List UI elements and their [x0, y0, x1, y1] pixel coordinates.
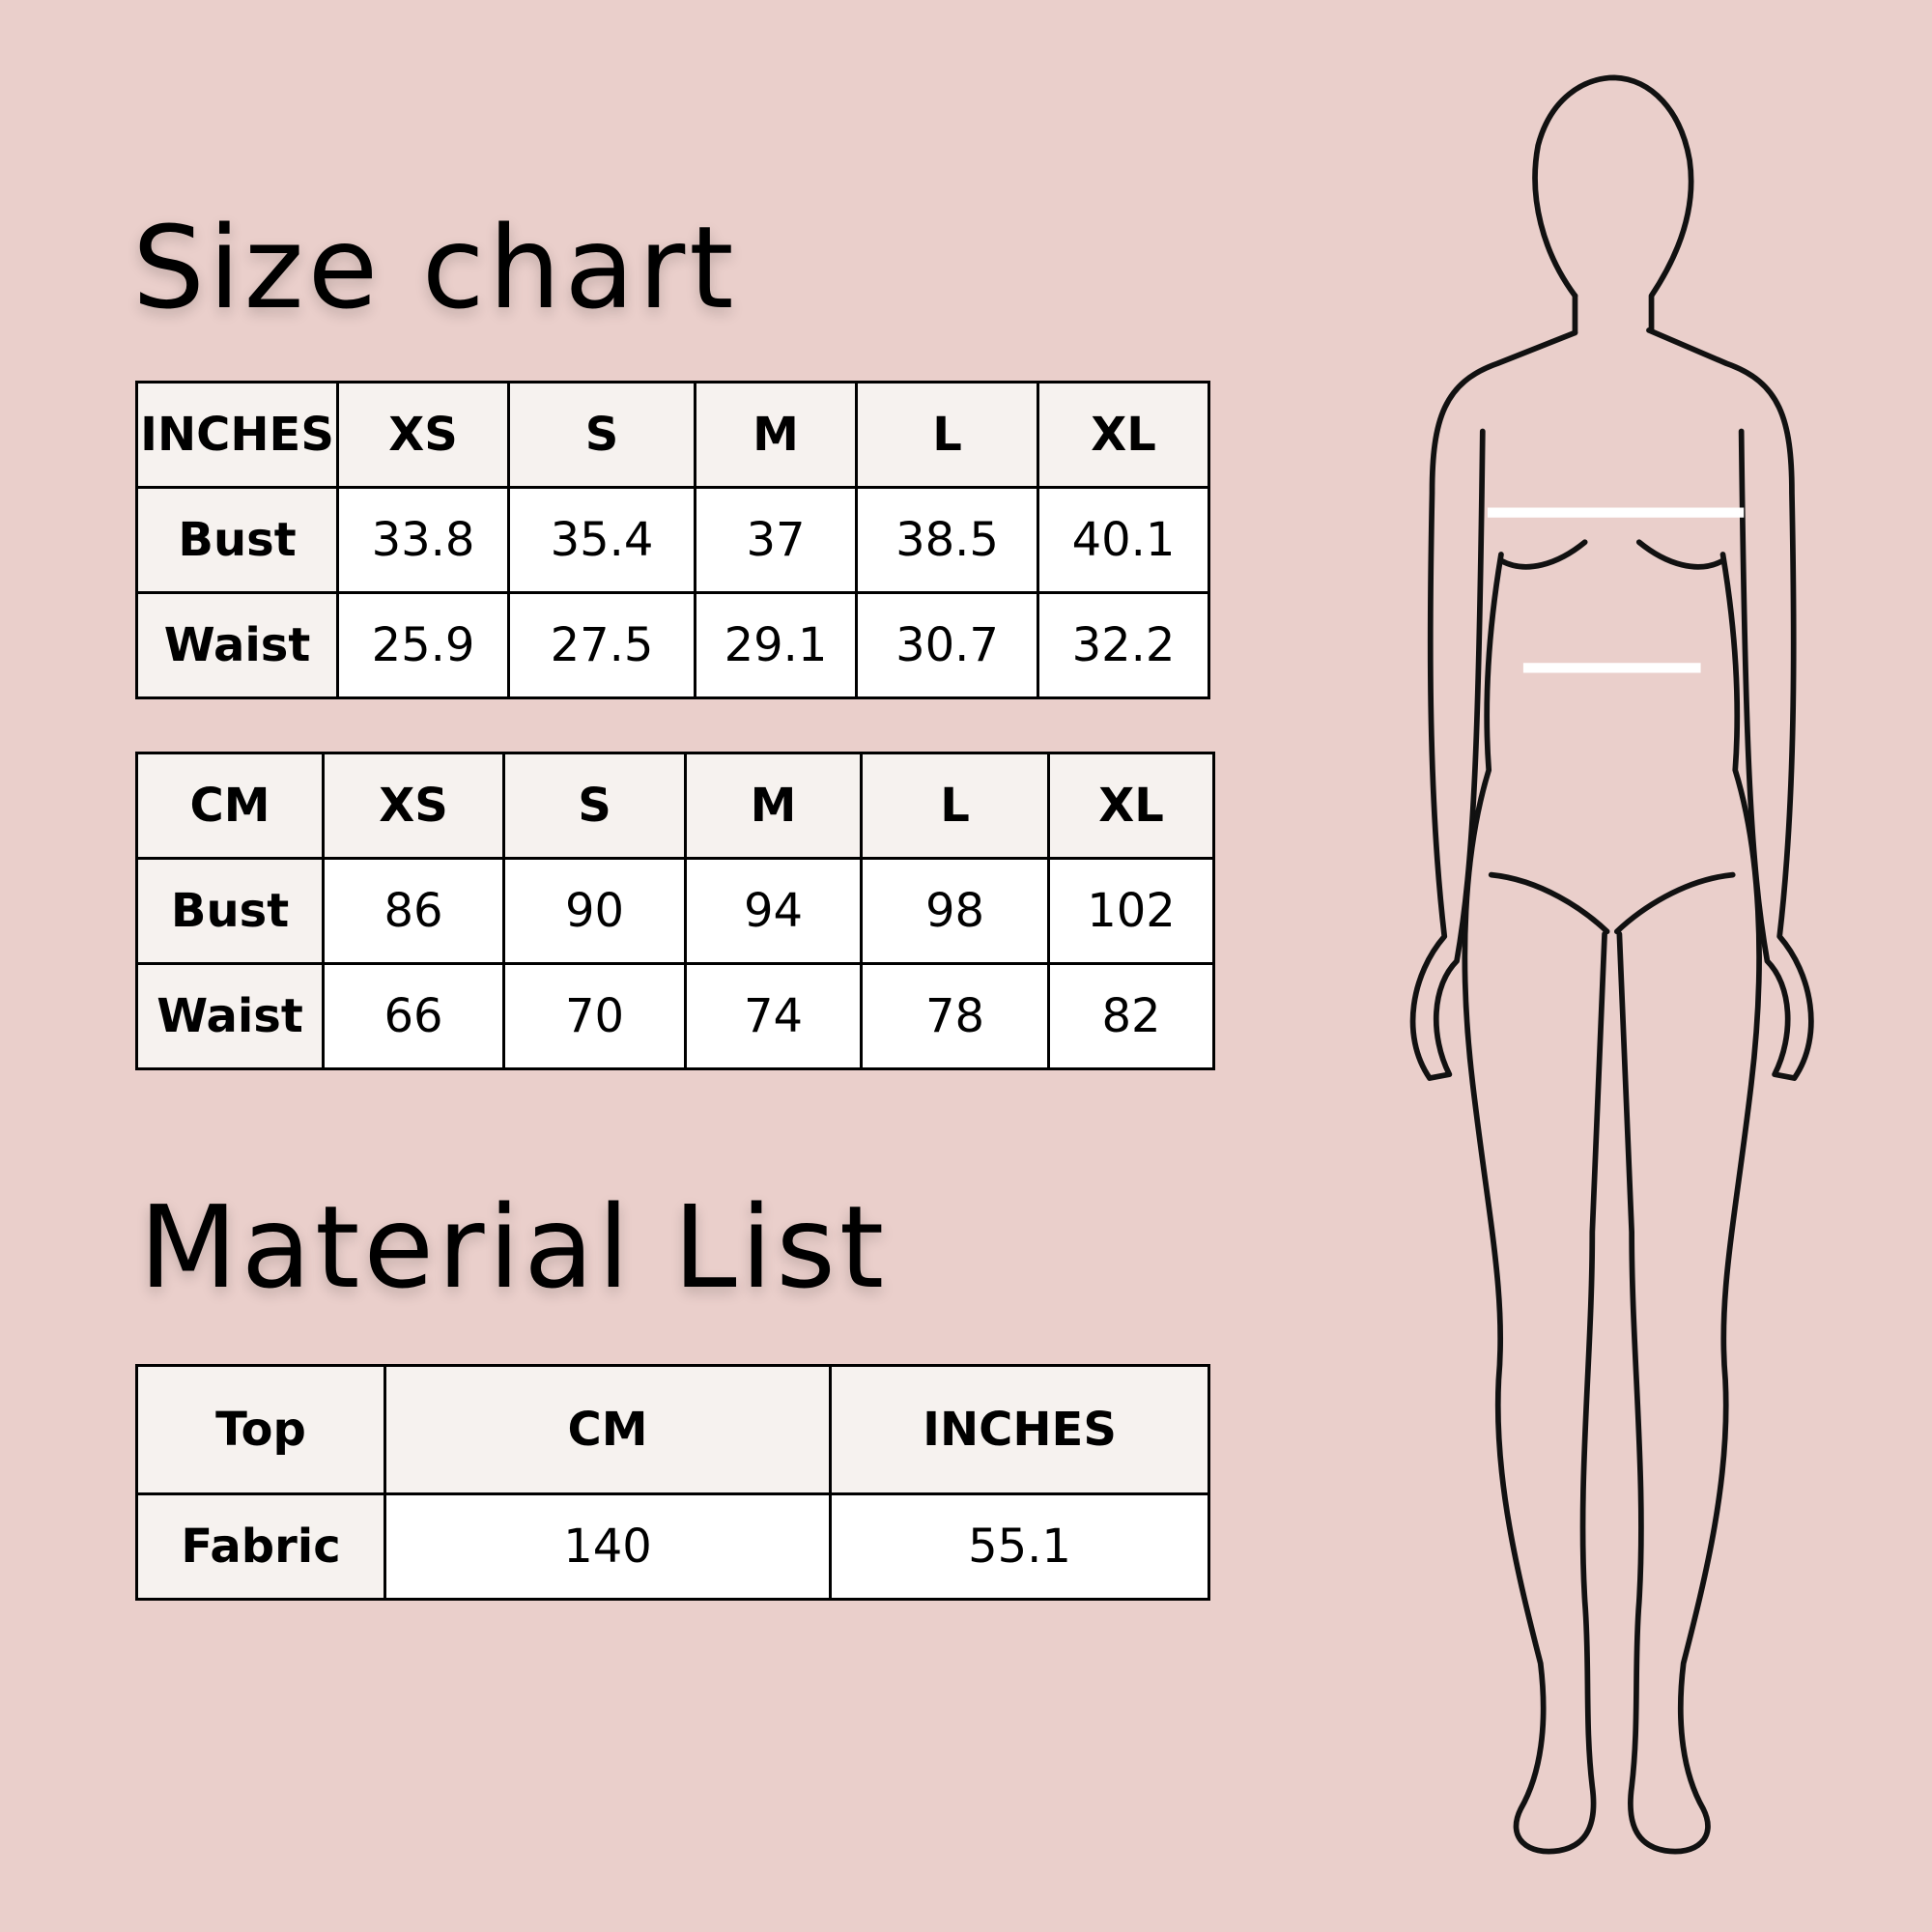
- cell: 35.4: [507, 486, 696, 594]
- table-header-row: CM XS S M L XL: [135, 752, 1215, 860]
- header-cell: XS: [322, 752, 505, 860]
- table-header-row: INCHES XS S M L XL: [135, 381, 1210, 489]
- material-table: Top CM INCHES Fabric 140 55.1: [135, 1364, 1210, 1601]
- inches-size-table: INCHES XS S M L XL Bust 33.8 35.4 37 38.…: [135, 381, 1210, 699]
- header-cell: CM: [135, 752, 325, 860]
- cell: 29.1: [694, 591, 858, 699]
- cell: 38.5: [855, 486, 1039, 594]
- size-chart-title: Size chart: [132, 201, 738, 334]
- row-label: Bust: [135, 486, 339, 594]
- row-label: Bust: [135, 857, 325, 965]
- table-row: Bust 86 90 94 98 102: [135, 857, 1215, 965]
- cell: 30.7: [855, 591, 1039, 699]
- cell: 32.2: [1037, 591, 1210, 699]
- table-row: Fabric 140 55.1: [135, 1492, 1210, 1601]
- cell: 98: [860, 857, 1050, 965]
- cell: 82: [1047, 962, 1215, 1070]
- header-cell: M: [684, 752, 863, 860]
- cell: 33.8: [336, 486, 510, 594]
- header-cell: INCHES: [829, 1364, 1210, 1495]
- cell: 25.9: [336, 591, 510, 699]
- cell: 37: [694, 486, 858, 594]
- cell: 27.5: [507, 591, 696, 699]
- cell: 86: [322, 857, 505, 965]
- cell: 94: [684, 857, 863, 965]
- head-outline: [1532, 74, 1694, 333]
- header-cell: S: [502, 752, 687, 860]
- cell: 90: [502, 857, 687, 965]
- cell: 102: [1047, 857, 1215, 965]
- material-list-title: Material List: [139, 1180, 889, 1314]
- row-label: Fabric: [135, 1492, 386, 1601]
- body-left-half: [1409, 329, 1610, 1855]
- cell: 74: [684, 962, 863, 1070]
- cell: 66: [322, 962, 505, 1070]
- header-cell: S: [507, 381, 696, 489]
- header-cell: INCHES: [135, 381, 339, 489]
- table-header-row: Top CM INCHES: [135, 1364, 1210, 1495]
- header-cell: XL: [1037, 381, 1210, 489]
- header-cell: XS: [336, 381, 510, 489]
- table-row: Waist 66 70 74 78 82: [135, 962, 1215, 1070]
- cm-size-table: CM XS S M L XL Bust 86 90 94 98 102 Wais…: [135, 752, 1215, 1070]
- cell: 140: [384, 1492, 832, 1601]
- header-cell: Top: [135, 1364, 386, 1495]
- row-label: Waist: [135, 962, 325, 1070]
- header-cell: L: [860, 752, 1050, 860]
- table-row: Waist 25.9 27.5 29.1 30.7 32.2: [135, 591, 1210, 699]
- header-cell: XL: [1047, 752, 1215, 860]
- header-cell: CM: [384, 1364, 832, 1495]
- cell: 40.1: [1037, 486, 1210, 594]
- cell: 55.1: [829, 1492, 1210, 1601]
- table-row: Bust 33.8 35.4 37 38.5 40.1: [135, 486, 1210, 594]
- cell: 70: [502, 962, 687, 1070]
- body-right-half: [1613, 327, 1814, 1855]
- header-cell: M: [694, 381, 858, 489]
- female-body-outline-icon: [1409, 74, 1814, 1855]
- row-label: Waist: [135, 591, 339, 699]
- header-cell: L: [855, 381, 1039, 489]
- cell: 78: [860, 962, 1050, 1070]
